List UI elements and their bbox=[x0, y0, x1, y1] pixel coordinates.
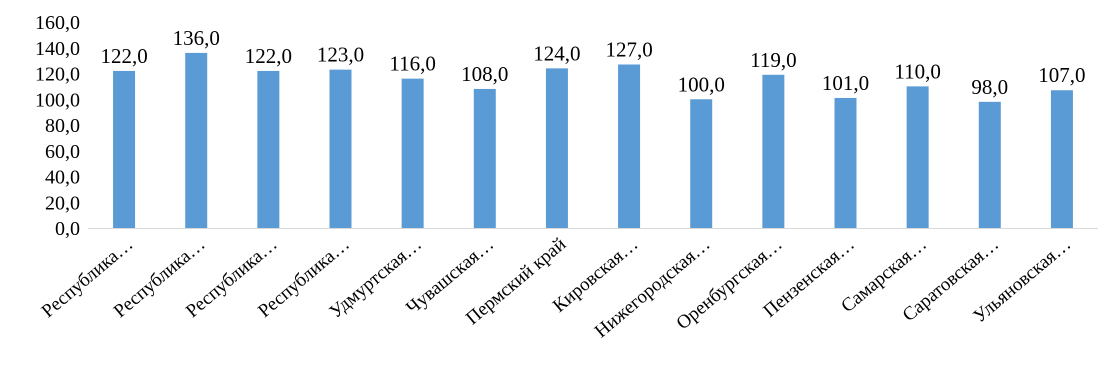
y-tick-label: 120,0 bbox=[35, 64, 80, 86]
bar bbox=[257, 70, 280, 228]
data-label: 122,0 bbox=[100, 44, 147, 68]
bar bbox=[401, 78, 424, 229]
bar bbox=[545, 68, 568, 228]
y-tick-label: 100,0 bbox=[35, 89, 80, 111]
data-label: 124,0 bbox=[533, 41, 580, 65]
bar bbox=[906, 86, 929, 228]
data-label: 123,0 bbox=[317, 43, 364, 67]
data-label: 127,0 bbox=[605, 37, 652, 61]
data-label: 136,0 bbox=[173, 26, 220, 50]
data-label: 108,0 bbox=[461, 62, 508, 86]
bars bbox=[113, 52, 1073, 229]
y-tick-label: 0,0 bbox=[55, 218, 80, 240]
y-tick-label: 140,0 bbox=[35, 38, 80, 60]
data-label: 107,0 bbox=[1038, 63, 1085, 87]
data-label: 100,0 bbox=[678, 72, 725, 96]
y-tick-label: 20,0 bbox=[45, 192, 80, 214]
bar bbox=[690, 99, 713, 228]
bar bbox=[762, 74, 785, 228]
y-tick-label: 160,0 bbox=[35, 12, 80, 34]
bar bbox=[1050, 90, 1073, 228]
y-tick-label: 40,0 bbox=[45, 167, 80, 189]
data-label: 122,0 bbox=[245, 44, 292, 68]
bar bbox=[978, 101, 1001, 228]
y-tick-label: 80,0 bbox=[45, 115, 80, 137]
data-label: 101,0 bbox=[822, 71, 869, 95]
x-axis: Республика…Республика…Республика…Республ… bbox=[38, 234, 1075, 342]
bar bbox=[473, 88, 496, 228]
data-label: 119,0 bbox=[750, 48, 796, 72]
data-label: 116,0 bbox=[389, 52, 435, 76]
bar bbox=[113, 70, 136, 228]
bar bbox=[185, 52, 208, 229]
bar bbox=[618, 64, 641, 228]
bar bbox=[329, 69, 352, 228]
data-labels: 122,0 136,0 122,0 123,0 116,0 108,0 124,0 127,0… bbox=[100, 26, 1085, 99]
y-tick-label: 60,0 bbox=[45, 141, 80, 163]
data-label: 110,0 bbox=[894, 59, 940, 83]
bar bbox=[834, 97, 857, 229]
y-axis: 0,0 20,0 40,0 60,0 80,0 100,0 120,0 140,0 160,0 bbox=[35, 12, 80, 240]
data-label: 98,0 bbox=[971, 75, 1008, 99]
